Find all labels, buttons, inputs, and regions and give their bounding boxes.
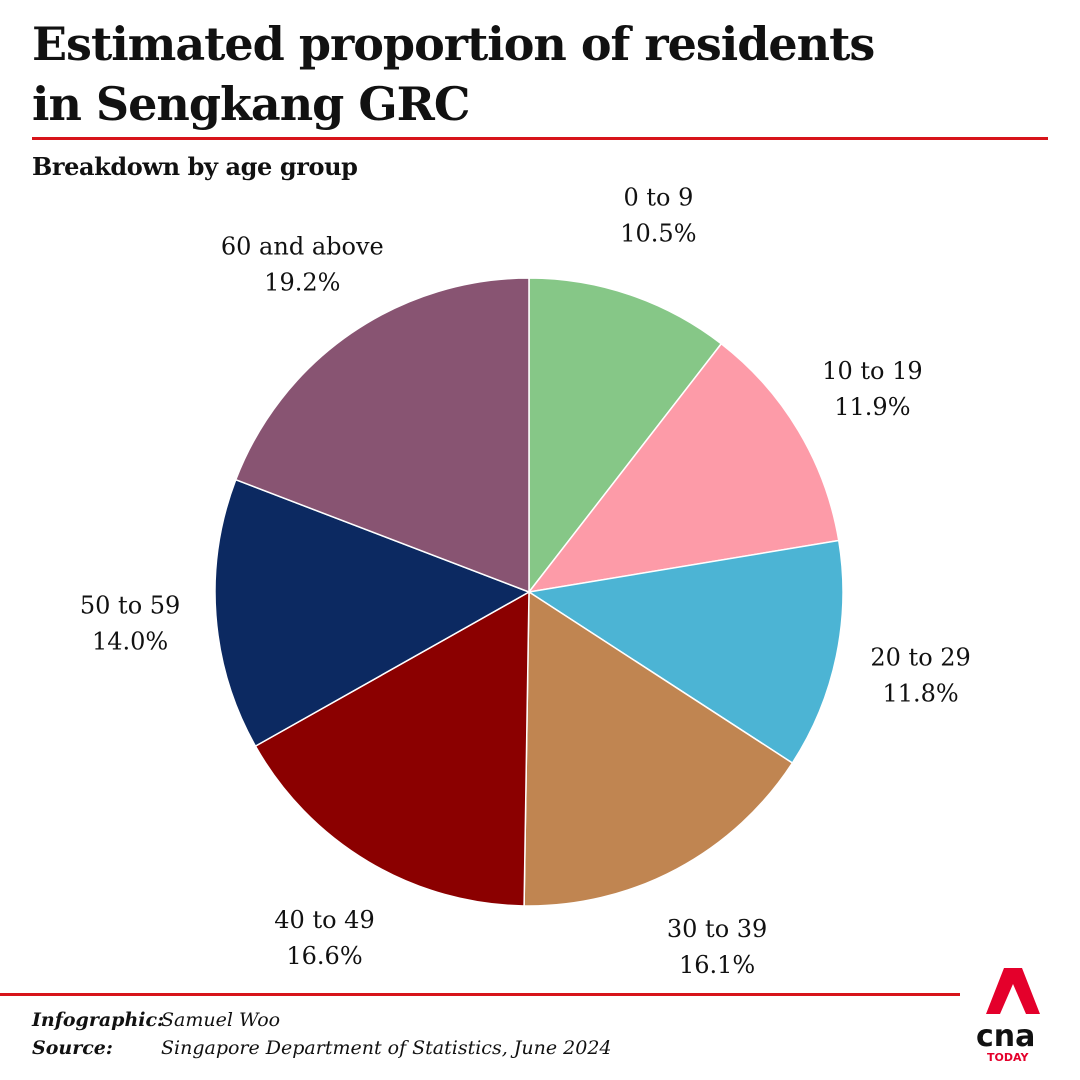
slice-label-10-to-19: 10 to 19 11.9% [822, 357, 922, 421]
slice-category-label: 20 to 29 [870, 644, 970, 672]
pie-slice-50-to-59 [214, 478, 530, 747]
slice-value-label: 19.2% [264, 269, 340, 297]
pie-slice-10-to-19 [528, 343, 840, 593]
pie-slice-0-to-9 [528, 277, 723, 593]
pie-slice-60-and-above [235, 277, 530, 593]
infographic-credit: Infographic: Samuel Woo [32, 1006, 612, 1034]
cna-today-logo: cna TODAY [976, 968, 1040, 1064]
logo-subtext: TODAY [987, 1051, 1029, 1064]
credits: Infographic: Samuel Woo Source: Singapor… [32, 1006, 612, 1062]
pie-slices [214, 277, 844, 907]
slice-value-label: 14.0% [92, 628, 168, 656]
pie-slice-30-to-39 [523, 591, 794, 907]
slice-category-label: 50 to 59 [80, 592, 180, 620]
slice-value-label: 11.9% [834, 393, 910, 421]
slice-category-label: 0 to 9 [623, 184, 693, 212]
pie-slice-40-to-49 [254, 591, 530, 907]
source-label: Source: [32, 1037, 113, 1059]
source-value: Singapore Department of Statistics, June… [161, 1037, 612, 1059]
pie-labels: 0 to 9 10.5% 10 to 19 11.9% 20 to 29 11.8% 30 … [80, 184, 971, 980]
source-credit: Source: Singapore Department of Statisti… [32, 1034, 612, 1062]
logo-wordmark: cna [976, 1019, 1035, 1054]
slice-label-60-and-above: 60 and above 19.2% [221, 233, 384, 297]
slice-label-50-to-59: 50 to 59 14.0% [80, 592, 180, 656]
chart-title-line-2: in Sengkang GRC [32, 77, 470, 131]
chart-subtitle: Breakdown by age group [32, 152, 358, 181]
slice-category-label: 30 to 39 [667, 915, 767, 943]
slice-category-label: 40 to 49 [274, 906, 374, 934]
infographic-label: Infographic: [32, 1009, 165, 1031]
pie-slice-20-to-29 [528, 539, 844, 764]
chart-title: Estimated proportion of residents in Sen… [32, 14, 992, 134]
slice-label-30-to-39: 30 to 39 16.1% [667, 915, 767, 979]
slice-value-label: 10.5% [620, 220, 696, 248]
slice-label-20-to-29: 20 to 29 11.8% [870, 644, 970, 708]
slice-label-0-to-9: 0 to 9 10.5% [620, 184, 696, 248]
slice-category-label: 60 and above [221, 233, 384, 261]
slice-value-label: 11.8% [882, 680, 958, 708]
slice-label-40-to-49: 40 to 49 16.6% [274, 906, 374, 970]
footer-divider [0, 993, 960, 996]
slice-category-label: 10 to 19 [822, 357, 922, 385]
slice-value-label: 16.1% [679, 951, 755, 979]
slice-value-label: 16.6% [286, 942, 362, 970]
chart-title-line-1: Estimated proportion of residents [32, 17, 875, 71]
header-divider [32, 137, 1048, 140]
logo-delta-icon [986, 968, 1040, 1014]
infographic-value: Samuel Woo [161, 1009, 281, 1031]
